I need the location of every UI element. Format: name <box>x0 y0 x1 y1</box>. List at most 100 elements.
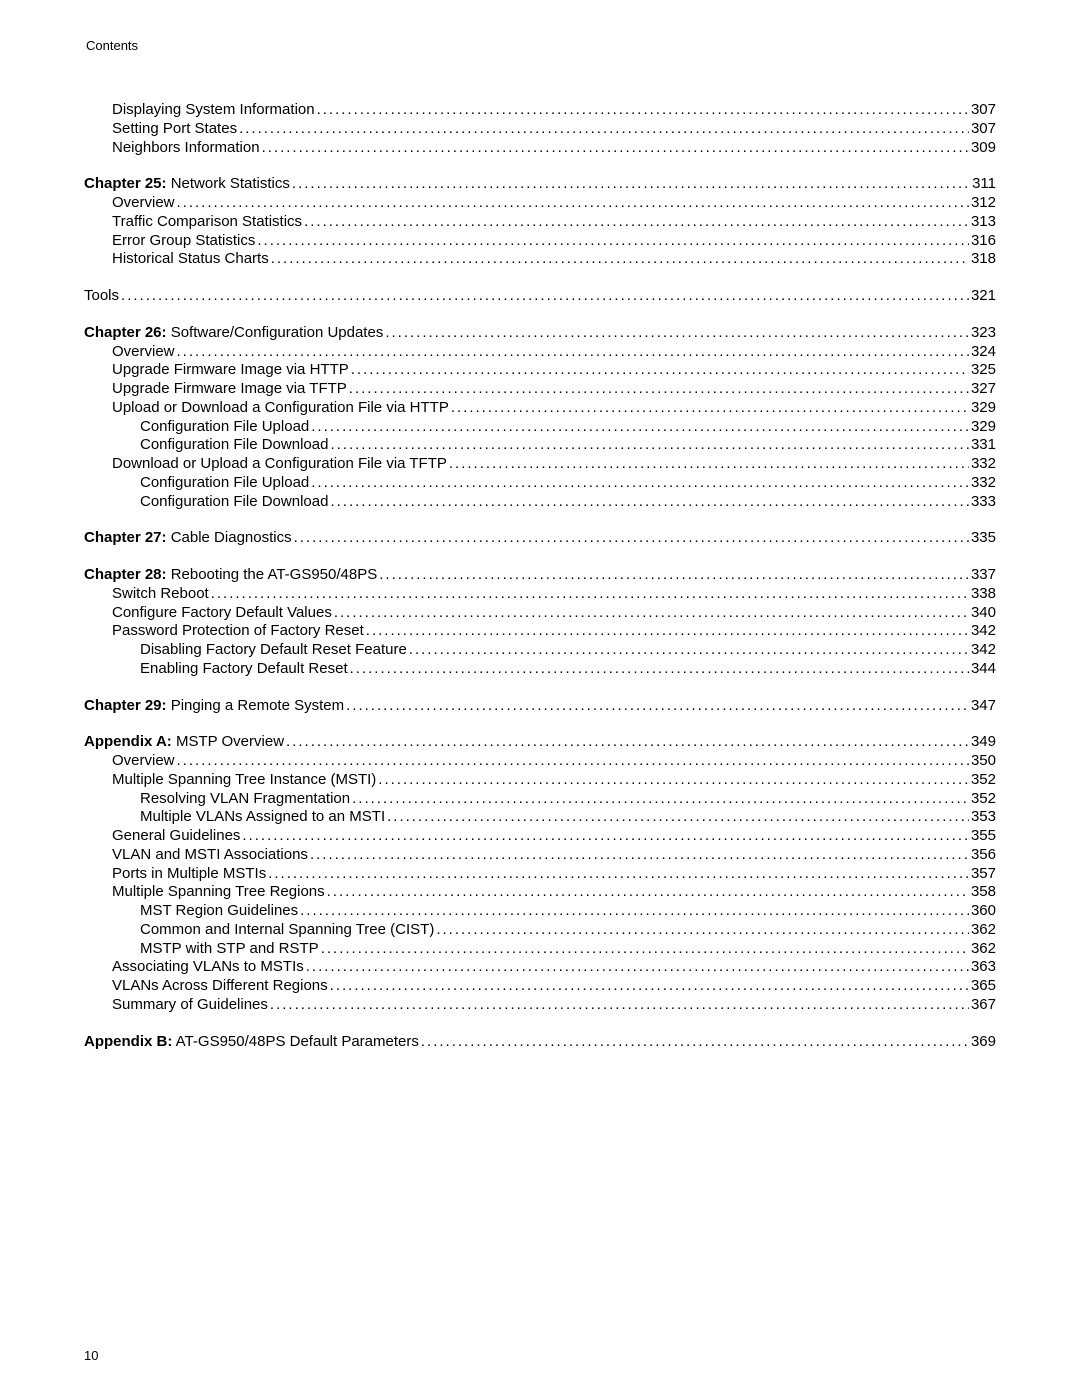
toc-entry-label: Resolving VLAN Fragmentation <box>140 790 350 809</box>
toc-entry-page: 333 <box>971 493 996 512</box>
toc-entry: Chapter 29: Pinging a Remote System ....… <box>84 697 996 716</box>
toc-leader-dots: ........................................… <box>177 752 969 771</box>
toc-entry-label: Tools <box>84 287 119 306</box>
toc-entry-bold: Appendix B: <box>84 1033 172 1050</box>
toc-entry-bold: Chapter 25: <box>84 175 167 192</box>
toc-leader-dots: ........................................… <box>262 139 969 158</box>
toc-entry-page: 338 <box>971 585 996 604</box>
toc-leader-dots: ........................................… <box>334 604 969 623</box>
toc-entry-rest: Cable Diagnostics <box>167 529 292 546</box>
toc-entry-label: Neighbors Information <box>112 139 260 158</box>
toc-leader-dots: ........................................… <box>330 436 969 455</box>
toc-group: Appendix B: AT-GS950/48PS Default Parame… <box>84 1033 996 1052</box>
header-label: Contents <box>86 38 996 53</box>
toc-entry-label: Historical Status Charts <box>112 250 269 269</box>
toc-leader-dots: ........................................… <box>421 1033 969 1052</box>
toc-group: Chapter 26: Software/Configuration Updat… <box>84 324 996 512</box>
toc-leader-dots: ........................................… <box>330 493 969 512</box>
toc-entry-page: 362 <box>971 921 996 940</box>
toc-leader-dots: ........................................… <box>300 902 969 921</box>
toc-entry: Common and Internal Spanning Tree (CIST)… <box>84 921 996 940</box>
toc-entry-label: Appendix A: MSTP Overview <box>84 733 284 752</box>
toc-entry-page: 318 <box>971 250 996 269</box>
toc-entry-rest: Rebooting the AT-GS950/48PS <box>167 566 378 583</box>
table-of-contents: Displaying System Information...........… <box>84 101 996 1051</box>
toc-leader-dots: ........................................… <box>350 660 969 679</box>
toc-entry-label: Switch Reboot <box>112 585 209 604</box>
toc-entry: Multiple Spanning Tree Instance (MSTI)..… <box>84 771 996 790</box>
toc-entry-page: 363 <box>971 958 996 977</box>
toc-leader-dots: ........................................… <box>366 622 969 641</box>
toc-entry-label: Overview <box>112 343 175 362</box>
toc-entry-label: Multiple Spanning Tree Instance (MSTI) <box>112 771 376 790</box>
toc-leader-dots: ........................................… <box>257 232 969 251</box>
toc-entry-page: 337 <box>971 566 996 585</box>
toc-entry: Ports in Multiple MSTIs.................… <box>84 865 996 884</box>
toc-entry: Neighbors Information ..................… <box>84 139 996 158</box>
toc-leader-dots: ........................................… <box>268 865 969 884</box>
toc-entry: Upgrade Firmware Image via TFTP ........… <box>84 380 996 399</box>
toc-entry-page: 365 <box>971 977 996 996</box>
toc-entry-bold: Chapter 27: <box>84 529 167 546</box>
toc-leader-dots: ........................................… <box>311 418 969 437</box>
toc-entry-page: 329 <box>971 399 996 418</box>
toc-entry-page: 307 <box>971 101 996 120</box>
toc-entry-page: 352 <box>971 771 996 790</box>
toc-entry: Password Protection of Factory Reset ...… <box>84 622 996 641</box>
toc-group: Chapter 27: Cable Diagnostics ..........… <box>84 529 996 548</box>
toc-entry-page: 311 <box>972 175 996 194</box>
toc-entry: Chapter 26: Software/Configuration Updat… <box>84 324 996 343</box>
toc-leader-dots: ........................................… <box>346 697 969 716</box>
toc-leader-dots: ........................................… <box>449 455 969 474</box>
toc-entry-label: Multiple Spanning Tree Regions <box>112 883 325 902</box>
toc-entry: Configure Factory Default Values........… <box>84 604 996 623</box>
toc-group: Appendix A: MSTP Overview ..............… <box>84 733 996 1014</box>
toc-entry-page: 342 <box>971 622 996 641</box>
toc-leader-dots: ........................................… <box>311 474 969 493</box>
toc-leader-dots: ........................................… <box>177 343 969 362</box>
toc-entry-label: Setting Port States <box>112 120 237 139</box>
page-number: 10 <box>84 1348 98 1363</box>
toc-leader-dots: ........................................… <box>242 827 969 846</box>
toc-group: Chapter 29: Pinging a Remote System ....… <box>84 697 996 716</box>
toc-entry: Historical Status Charts ...............… <box>84 250 996 269</box>
toc-entry-label: Chapter 26: Software/Configuration Updat… <box>84 324 383 343</box>
toc-entry-label: Ports in Multiple MSTIs <box>112 865 266 884</box>
toc-leader-dots: ........................................… <box>451 399 969 418</box>
toc-entry: MSTP with STP and RSTP .................… <box>84 940 996 959</box>
toc-entry-page: 312 <box>971 194 996 213</box>
toc-entry: Displaying System Information...........… <box>84 101 996 120</box>
toc-entry-label: Appendix B: AT-GS950/48PS Default Parame… <box>84 1033 419 1052</box>
toc-entry-page: 313 <box>971 213 996 232</box>
toc-entry-label: Overview <box>112 752 175 771</box>
toc-entry-page: 369 <box>971 1033 996 1052</box>
toc-entry-page: 307 <box>971 120 996 139</box>
toc-entry-label: Summary of Guidelines <box>112 996 268 1015</box>
toc-entry-label: Configuration File Upload <box>140 474 309 493</box>
toc-leader-dots: ........................................… <box>349 380 969 399</box>
toc-entry: VLAN and MSTI Associations .............… <box>84 846 996 865</box>
page-container: Contents Displaying System Information..… <box>0 0 1080 1051</box>
toc-entry-page: 332 <box>971 474 996 493</box>
toc-entry-label: VLANs Across Different Regions <box>112 977 328 996</box>
toc-entry: Chapter 27: Cable Diagnostics ..........… <box>84 529 996 548</box>
toc-entry-page: 353 <box>971 808 996 827</box>
toc-entry-label: VLAN and MSTI Associations <box>112 846 308 865</box>
toc-group: Chapter 25: Network Statistics .........… <box>84 175 996 269</box>
toc-entry-label: Chapter 28: Rebooting the AT-GS950/48PS <box>84 566 377 585</box>
toc-leader-dots: ........................................… <box>304 213 969 232</box>
toc-entry-page: 340 <box>971 604 996 623</box>
toc-entry: Appendix A: MSTP Overview ..............… <box>84 733 996 752</box>
toc-entry-rest: Software/Configuration Updates <box>167 324 384 341</box>
toc-entry: Enabling Factory Default Reset .........… <box>84 660 996 679</box>
toc-entry: Configuration File Download.............… <box>84 493 996 512</box>
toc-entry-page: 309 <box>971 139 996 158</box>
toc-group: Chapter 28: Rebooting the AT-GS950/48PS … <box>84 566 996 679</box>
toc-leader-dots: ........................................… <box>436 921 969 940</box>
toc-entry-label: MSTP with STP and RSTP <box>140 940 319 959</box>
toc-entry: Upload or Download a Configuration File … <box>84 399 996 418</box>
toc-entry-label: Disabling Factory Default Reset Feature <box>140 641 407 660</box>
toc-entry-label: Configure Factory Default Values <box>112 604 332 623</box>
toc-leader-dots: ........................................… <box>270 996 969 1015</box>
toc-entry-page: 329 <box>971 418 996 437</box>
